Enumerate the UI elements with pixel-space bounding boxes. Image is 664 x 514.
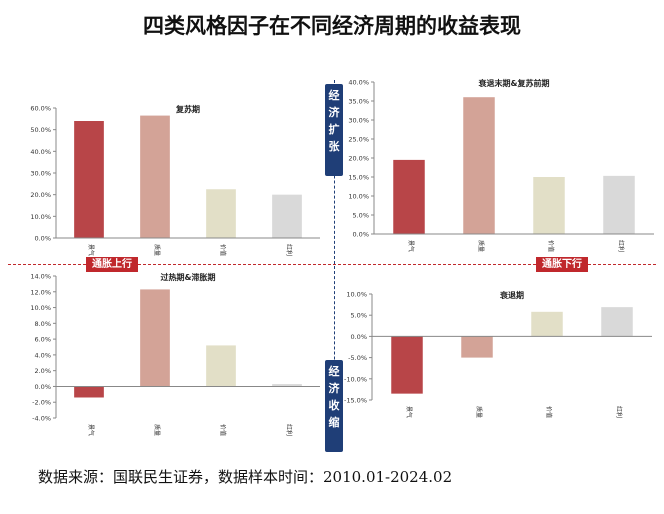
y-tick-label: 10.0% bbox=[346, 291, 367, 299]
bar-4 bbox=[272, 384, 302, 387]
bar-4 bbox=[601, 307, 633, 337]
y-tick-label: 12.0% bbox=[30, 288, 51, 296]
y-tick-label: 10.0% bbox=[348, 193, 369, 201]
y-tick-label: 6.0% bbox=[34, 336, 51, 344]
bar-1 bbox=[74, 386, 104, 398]
x-category-label: 红利 bbox=[285, 244, 293, 256]
y-tick-label: 4.0% bbox=[34, 351, 51, 359]
chart-overheat-stagflation: -4.0% -2.0% 0.0% 2.0% 4.0% 6.0% 8.0% 10.0% 12.0%… bbox=[30, 272, 320, 436]
label-economic-contraction: 经济收缩 bbox=[325, 360, 343, 452]
x-category-label: 质量 bbox=[153, 424, 161, 436]
y-tick-label: 20.0% bbox=[30, 191, 51, 199]
x-category-label: 价值 bbox=[219, 244, 227, 256]
label-economic-expansion: 经济扩张 bbox=[325, 84, 343, 176]
x-category-label: 红利 bbox=[615, 406, 623, 418]
y-tick-label: 0.0% bbox=[34, 235, 51, 243]
x-category-label: 价值 bbox=[219, 424, 227, 436]
bar-1 bbox=[393, 159, 425, 234]
y-tick-label: 10.0% bbox=[30, 213, 51, 221]
y-tick-label: 40.0% bbox=[348, 79, 369, 87]
chart-title: 过热期&滞胀期 bbox=[161, 272, 216, 282]
y-tick-label: 8.0% bbox=[34, 320, 51, 328]
y-tick-label: 5.0% bbox=[352, 212, 369, 220]
y-tick-label: 15.0% bbox=[348, 174, 369, 182]
x-category-label: 景气 bbox=[405, 406, 413, 418]
chart-recession: -15.0% -10.0% -5.0% 0.0% 5.0% 10.0% 景气 质量 价值 红利 衰退… bbox=[344, 290, 652, 418]
y-tick-label: 60.0% bbox=[30, 105, 51, 113]
y-tick-label: -4.0% bbox=[32, 415, 51, 423]
bar-3 bbox=[206, 189, 236, 238]
y-tick-label: -15.0% bbox=[344, 397, 367, 405]
y-tick-label: 2.0% bbox=[34, 367, 51, 375]
y-tick-label: 50.0% bbox=[30, 126, 51, 134]
source-note: 数据来源：国联民生证券，数据样本时间：2010.01-2024.02 bbox=[38, 468, 453, 486]
x-category-label: 红利 bbox=[617, 240, 625, 252]
bar-1 bbox=[391, 336, 423, 394]
chart-late-recession-early-recovery: 0.0% 5.0% 10.0% 15.0% 20.0% 25.0% 30.0% 35.0% 40… bbox=[348, 78, 654, 252]
x-category-label: 景气 bbox=[87, 424, 95, 436]
y-tick-label: 0.0% bbox=[34, 383, 51, 391]
chart-recovery: 0.0% 10.0% 20.0% 30.0% 40.0% 50.0% 60.0% 景气 质量 价值… bbox=[30, 104, 320, 256]
bar-4 bbox=[272, 194, 302, 238]
chart-title: 复苏期 bbox=[175, 104, 200, 114]
bar-2 bbox=[140, 289, 170, 387]
growth-axis-divider bbox=[334, 80, 335, 450]
x-category-label: 红利 bbox=[285, 424, 293, 436]
bar-3 bbox=[206, 345, 236, 387]
bar-2 bbox=[140, 115, 170, 238]
y-tick-label: 25.0% bbox=[348, 136, 369, 144]
inflation-axis-divider bbox=[8, 264, 656, 265]
bar-3 bbox=[533, 177, 565, 234]
x-category-label: 价值 bbox=[545, 406, 553, 418]
x-category-label: 景气 bbox=[407, 240, 415, 252]
label-inflation-up: 通胀上行 bbox=[86, 257, 138, 272]
x-category-label: 质量 bbox=[475, 406, 483, 418]
y-tick-label: 14.0% bbox=[30, 273, 51, 281]
chart-title: 衰退末期&复苏前期 bbox=[478, 78, 550, 88]
x-category-label: 质量 bbox=[477, 240, 485, 252]
bar-4 bbox=[603, 175, 635, 234]
y-tick-label: 5.0% bbox=[350, 312, 367, 320]
y-tick-label: -10.0% bbox=[344, 375, 367, 383]
y-tick-label: 0.0% bbox=[352, 231, 369, 239]
y-tick-label: 30.0% bbox=[30, 170, 51, 178]
y-tick-label: 40.0% bbox=[30, 148, 51, 156]
x-category-label: 价值 bbox=[547, 240, 555, 252]
y-tick-label: 10.0% bbox=[30, 304, 51, 312]
y-tick-label: 0.0% bbox=[350, 333, 367, 341]
y-tick-label: -2.0% bbox=[32, 399, 51, 407]
bar-3 bbox=[531, 311, 563, 337]
page-title: 四类风格因子在不同经济周期的收益表现 bbox=[143, 13, 521, 38]
y-tick-label: 20.0% bbox=[348, 155, 369, 163]
chart-title: 衰退期 bbox=[499, 290, 524, 300]
y-tick-label: -5.0% bbox=[348, 354, 367, 362]
bar-2 bbox=[463, 97, 495, 234]
bar-2 bbox=[461, 336, 493, 358]
y-tick-label: 30.0% bbox=[348, 117, 369, 125]
x-category-label: 景气 bbox=[87, 244, 95, 256]
label-inflation-down: 通胀下行 bbox=[536, 257, 588, 272]
bar-1 bbox=[74, 121, 104, 238]
y-tick-label: 35.0% bbox=[348, 98, 369, 106]
x-category-label: 质量 bbox=[153, 244, 161, 256]
